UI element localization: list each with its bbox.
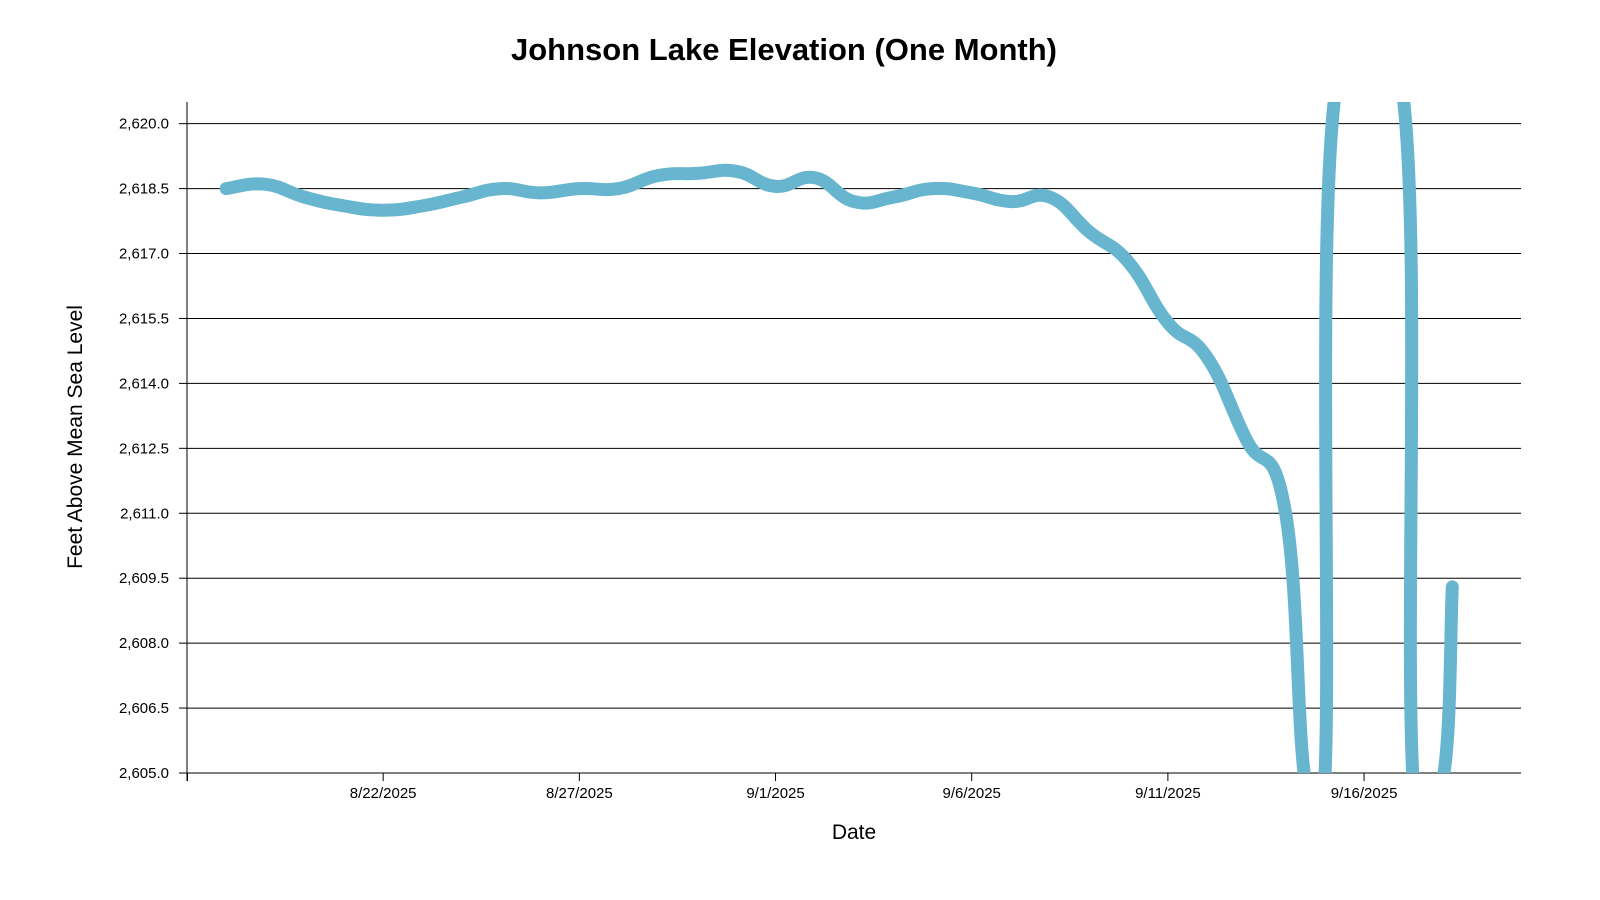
y-tick-label: 2,618.5 <box>119 181 169 198</box>
x-tick-label: 9/11/2025 <box>1135 785 1201 802</box>
x-tick-label: 9/1/2025 <box>746 785 804 802</box>
y-tick-label: 2,608.0 <box>119 635 169 652</box>
x-tick-label: 9/16/2025 <box>1331 785 1398 802</box>
y-axis-label: Feet Above Mean Sea Level <box>64 305 87 569</box>
y-tick-label: 2,612.5 <box>119 440 169 457</box>
y-tick-label: 2,615.5 <box>119 310 169 327</box>
x-tick-label: 8/22/2025 <box>350 785 417 802</box>
x-axis-ticks: 8/22/2025 8/27/2025 9/1/2025 9/6/2025 9/11/2… <box>187 773 1398 802</box>
y-axis-ticks: 2,605.0 2,606.5 2,608.0 2,609.5 2,611.0 2,612… <box>119 116 187 782</box>
y-tick-label: 2,605.0 <box>119 765 169 782</box>
y-tick-label: 2,611.0 <box>120 505 169 522</box>
y-tick-label: 2,614.0 <box>119 375 169 392</box>
y-tick-label: 2,606.5 <box>119 700 169 717</box>
y-tick-label: 2,620.0 <box>119 116 169 133</box>
series-line-elevation <box>219 102 1459 773</box>
x-axis-label: Date <box>832 821 876 844</box>
y-tick-label: 2,617.0 <box>119 246 169 263</box>
y-tick-label: 2,609.5 <box>119 570 169 587</box>
chart-title: Johnson Lake Elevation (One Month) <box>511 32 1057 67</box>
gridlines <box>187 123 1521 774</box>
x-tick-label: 9/6/2025 <box>943 785 1001 802</box>
x-tick-label: 8/27/2025 <box>546 785 613 802</box>
